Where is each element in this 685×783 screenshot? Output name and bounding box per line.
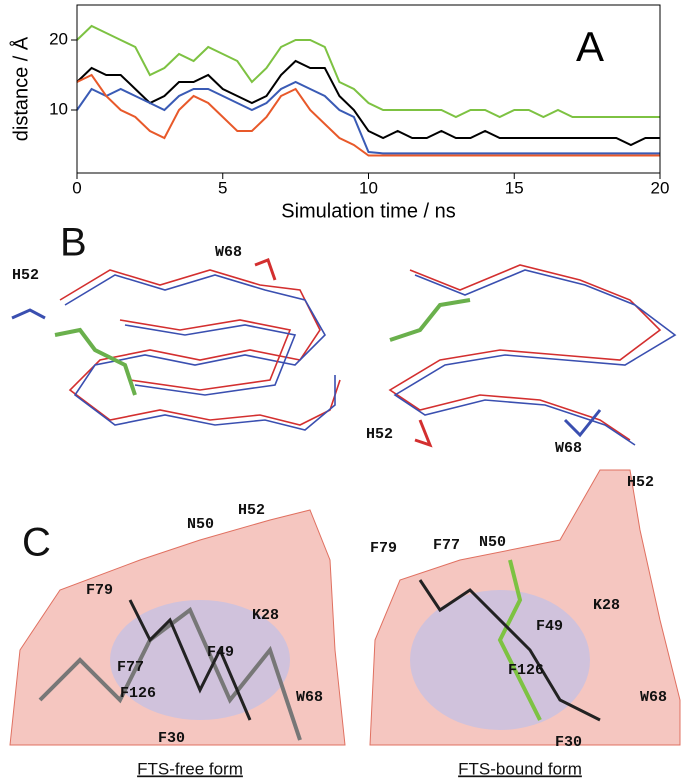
residue-label: F49	[207, 644, 234, 661]
residue-label: H52	[366, 426, 393, 443]
surface-left	[9, 509, 346, 746]
x-tick-label: 20	[651, 178, 670, 197]
x-tick-label: 15	[505, 178, 524, 197]
series-line	[76, 24, 660, 119]
x-tick-label: 5	[218, 178, 227, 197]
residue-label: W68	[215, 244, 242, 261]
residue-label: F30	[555, 734, 582, 751]
residue-label: F77	[117, 659, 144, 676]
caption: FTS-free form	[137, 759, 243, 778]
series-line	[76, 73, 660, 157]
backbone-right	[388, 264, 677, 448]
residue-label: W68	[640, 689, 667, 706]
series-line	[76, 80, 660, 155]
residue-label: H52	[627, 474, 654, 491]
plot-frame	[76, 4, 661, 174]
series-line	[76, 59, 660, 147]
residue-label: K28	[593, 597, 620, 614]
residue-label: F126	[120, 685, 156, 702]
residue-label: F79	[86, 582, 113, 599]
x-tick-label: 10	[359, 178, 378, 197]
residue-label: H52	[12, 267, 39, 284]
caption: FTS-bound form	[458, 759, 582, 778]
panel-label: C	[22, 521, 51, 565]
residue-label: F79	[370, 540, 397, 557]
y-tick-label: 20	[49, 29, 68, 48]
residue-label: N50	[479, 534, 506, 551]
x-tick-label: 0	[72, 178, 81, 197]
residue-label: N50	[187, 516, 214, 533]
residue-label: F77	[433, 537, 460, 554]
backbone-left	[11, 258, 341, 431]
residue-label: H52	[238, 502, 265, 519]
surface-right	[369, 469, 681, 746]
panel-label: B	[60, 221, 87, 265]
residue-label: F30	[158, 730, 185, 747]
residue-label: W68	[296, 689, 323, 706]
residue-label: K28	[252, 607, 279, 624]
x-axis-label: Simulation time / ns	[281, 200, 456, 222]
residue-label: F126	[508, 662, 544, 679]
panel-label: A	[576, 23, 604, 70]
y-tick-label: 10	[49, 99, 68, 118]
y-axis-label: distance / Å	[9, 36, 32, 141]
residue-label: W68	[555, 440, 582, 457]
residue-label: F49	[536, 618, 563, 635]
